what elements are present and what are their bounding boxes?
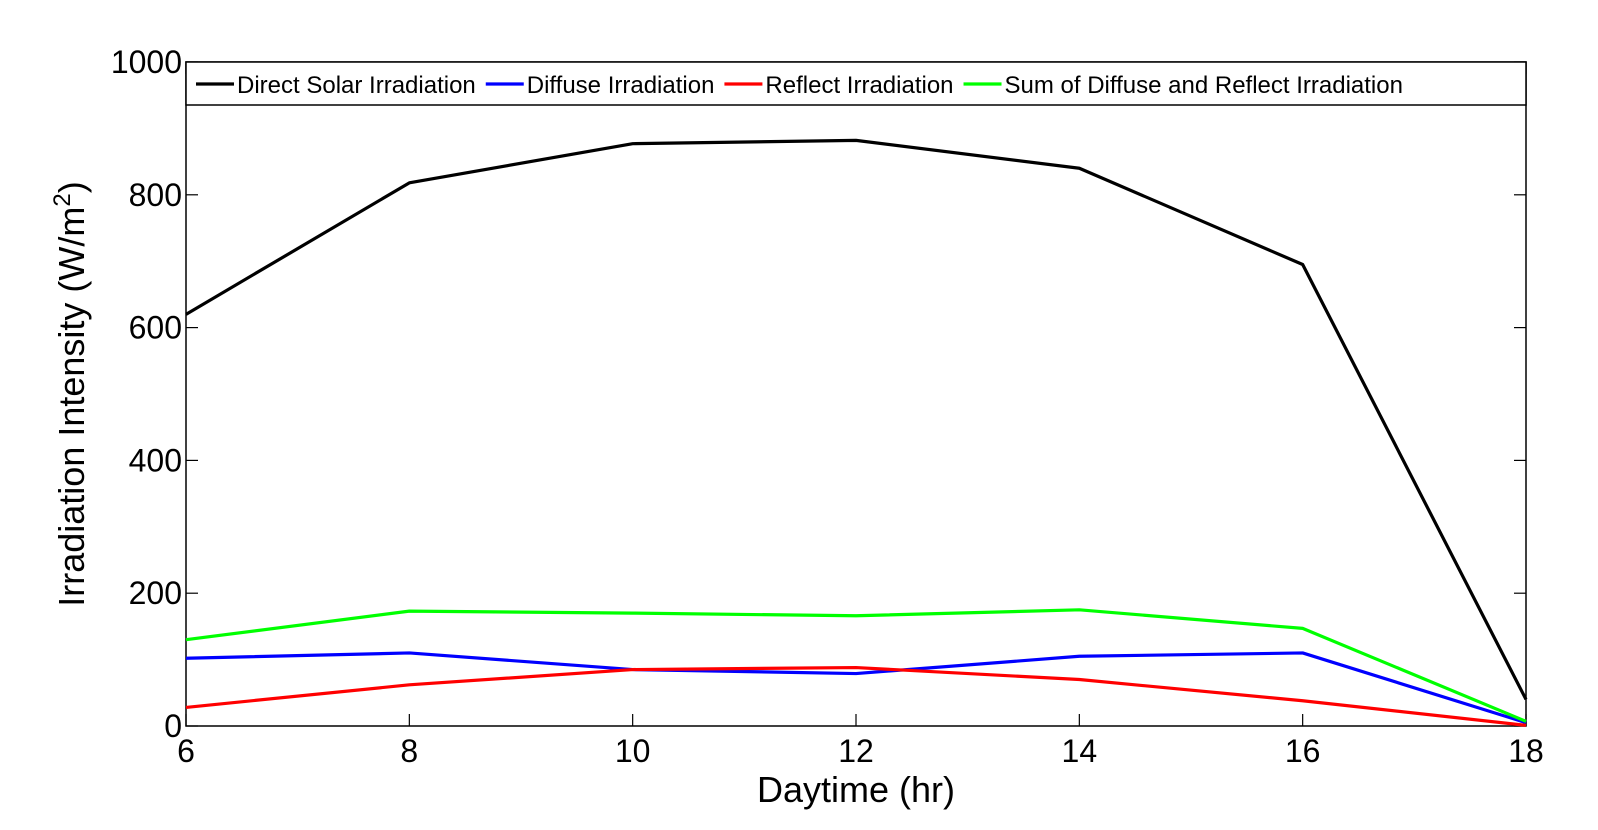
- x-axis-ticks: 6 8 10 12 14 16 18: [177, 62, 1544, 769]
- legend-label-direct-solar-irradiation: Direct Solar Irradiation: [237, 72, 476, 99]
- x-tick-label: 10: [615, 733, 651, 769]
- y-tick-label: 400: [129, 442, 182, 478]
- x-tick-label: 16: [1285, 733, 1321, 769]
- y-axis-title-main: Irradiation Intensity (W/m: [51, 207, 92, 607]
- y-axis-ticks: 0 200 400 600 800 1000: [111, 44, 1526, 744]
- y-tick-label: 800: [129, 177, 182, 213]
- x-tick-label: 6: [177, 733, 195, 769]
- legend-label-diffuse-irradiation: Diffuse Irradiation: [527, 72, 715, 99]
- y-tick-label: 200: [129, 575, 182, 611]
- y-axis-title: Irradiation Intensity (W/m2): [49, 181, 92, 606]
- legend-box: [185, 61, 1527, 106]
- legend-label-reflect-irradiation: Reflect Irradiation: [765, 72, 953, 99]
- x-tick-label: 14: [1062, 733, 1098, 769]
- plot-area: [185, 61, 1527, 727]
- x-tick-label: 8: [400, 733, 418, 769]
- y-tick-label: 0: [164, 708, 182, 744]
- y-axis-title-end: ): [51, 181, 92, 193]
- y-tick-label: 600: [129, 310, 182, 346]
- y-tick-label: 1000: [111, 44, 182, 80]
- x-tick-label: 18: [1508, 733, 1544, 769]
- x-axis-title: Daytime (hr): [757, 769, 955, 810]
- x-tick-label: 12: [838, 733, 874, 769]
- series-lines: [185, 138, 1528, 727]
- y-axis-title-superscript: 2: [49, 193, 76, 206]
- legend-label-sum-of-diffuse-and-reflect-irradiation: Sum of Diffuse and Reflect Irradiation: [1005, 72, 1403, 99]
- legend: Direct Solar Irradiation Diffuse Irradiat…: [185, 61, 1527, 106]
